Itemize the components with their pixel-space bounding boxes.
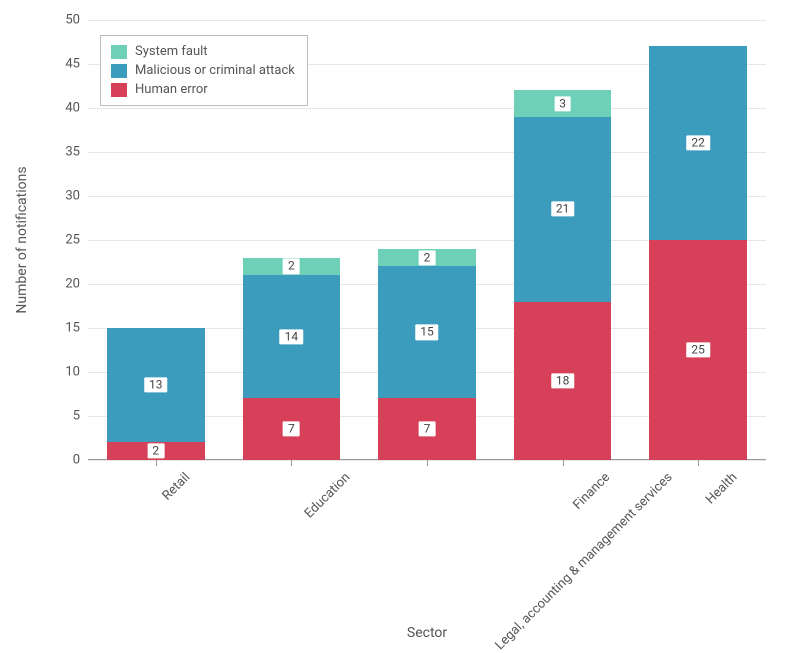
bar-value-label: 7: [283, 422, 300, 437]
y-tick-label: 40: [65, 101, 88, 116]
bar-segment: 2: [107, 442, 205, 460]
y-tick-label: 15: [65, 321, 88, 336]
bar-value-label: 2: [419, 250, 436, 265]
legend-swatch: [111, 64, 127, 78]
bar-segment: 2: [243, 258, 341, 276]
bar-segment: 22: [649, 46, 747, 240]
chart-container: 0510152025303540455021371427152182132522…: [0, 0, 800, 648]
bar-value-label: 2: [283, 259, 300, 274]
bar-value-label: 2: [147, 444, 164, 459]
y-tick-label: 45: [65, 57, 88, 72]
bar-value-label: 22: [686, 136, 710, 151]
x-tick: [291, 460, 292, 466]
x-tick: [698, 460, 699, 466]
legend-label: System fault: [135, 44, 208, 59]
bar: 25 22: [649, 20, 747, 460]
legend-item: System fault: [111, 42, 295, 61]
bar-value-label: 21: [551, 202, 575, 217]
legend-item: Human error: [111, 80, 295, 99]
y-tick-label: 10: [65, 365, 88, 380]
bar-segment: 7: [243, 398, 341, 460]
y-tick-label: 35: [65, 145, 88, 160]
x-tick: [563, 460, 564, 466]
bar: 18 21 3: [514, 20, 612, 460]
bar-value-label: 15: [415, 325, 439, 340]
legend-label: Malicious or criminal attack: [135, 63, 295, 78]
bar-segment: 25: [649, 240, 747, 460]
y-tick-label: 5: [73, 409, 88, 424]
legend: System fault Malicious or criminal attack…: [100, 35, 308, 106]
bar-value-label: 13: [144, 378, 168, 393]
bar-value-label: 14: [280, 329, 304, 344]
x-axis-title: Sector: [407, 625, 447, 641]
legend-item: Malicious or criminal attack: [111, 61, 295, 80]
bar-value-label: 3: [554, 96, 571, 111]
y-tick-label: 20: [65, 277, 88, 292]
y-axis-title: Number of notifications: [14, 166, 30, 313]
bar-segment: 18: [514, 302, 612, 460]
bar-slot: 25 22: [630, 20, 766, 460]
x-tick-label: Education: [302, 470, 353, 521]
bar: 7 15 2: [378, 20, 476, 460]
x-tick: [156, 460, 157, 466]
bar-value-label: 18: [551, 373, 575, 388]
bar-segment: 21: [514, 117, 612, 302]
legend-label: Human error: [135, 82, 208, 97]
bar-slot: 7 15 2: [359, 20, 495, 460]
bar-segment: 13: [107, 328, 205, 442]
x-tick-label: Retail: [159, 470, 193, 504]
bar-value-label: 25: [686, 342, 710, 357]
x-tick-label: Finance: [570, 470, 613, 513]
x-tick: [427, 460, 428, 466]
bar-slot: 18 21 3: [495, 20, 631, 460]
y-tick-label: 30: [65, 189, 88, 204]
bar-segment: 14: [243, 275, 341, 398]
legend-swatch: [111, 83, 127, 97]
y-tick-label: 25: [65, 233, 88, 248]
bar-segment: 3: [514, 90, 612, 116]
bar-value-label: 7: [419, 422, 436, 437]
bar-segment: 7: [378, 398, 476, 460]
y-tick-label: 0: [73, 453, 88, 468]
legend-swatch: [111, 45, 127, 59]
bar-segment: 15: [378, 266, 476, 398]
x-tick-label: Health: [703, 470, 740, 507]
bar-segment: 2: [378, 249, 476, 267]
y-tick-label: 50: [65, 13, 88, 28]
